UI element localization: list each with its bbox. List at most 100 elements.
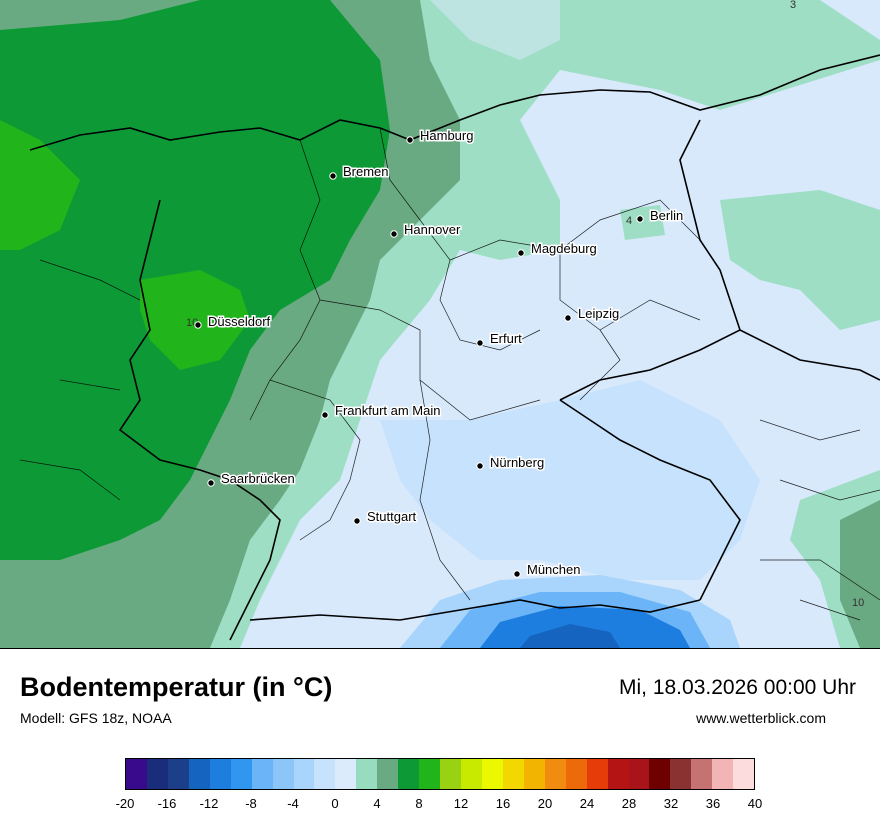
legend-swatch xyxy=(419,759,441,789)
legend-swatch xyxy=(712,759,734,789)
map-title: Bodentemperatur (in °C) xyxy=(20,672,333,702)
legend-tick-label: 40 xyxy=(747,796,763,811)
legend-swatch xyxy=(146,759,168,789)
color-legend xyxy=(125,758,755,790)
city-duesseldorf[interactable]: Düsseldorf xyxy=(194,313,272,331)
legend-tick-label: 16 xyxy=(495,796,511,811)
legend-swatch xyxy=(335,759,357,789)
city-frankfurt[interactable]: Frankfurt am Main xyxy=(321,402,442,420)
city-stuttgart[interactable]: Stuttgart xyxy=(353,508,418,526)
city-hannover[interactable]: Hannover xyxy=(390,221,463,239)
band-minus12-minus8 xyxy=(520,624,620,648)
legend-swatch xyxy=(209,759,231,789)
city-marker xyxy=(636,215,644,223)
city-marker xyxy=(207,479,215,487)
city-label: München xyxy=(527,562,580,577)
legend-swatch xyxy=(356,759,378,789)
forecast-datetime: Mi, 18.03.2026 00:00 Uhr xyxy=(619,676,856,699)
legend-tick-label: -8 xyxy=(245,796,257,811)
legend-swatch xyxy=(272,759,294,789)
temperature-map[interactable]: 3 4 10 10 Hamburg Bremen Hannover Berlin… xyxy=(0,0,880,649)
north-sea xyxy=(430,0,560,60)
city-muenchen[interactable]: München xyxy=(513,561,582,579)
city-marker xyxy=(513,570,521,578)
legend-swatch xyxy=(628,759,650,789)
city-marker xyxy=(194,321,202,329)
site-url[interactable]: www.wetterblick.com xyxy=(696,710,826,726)
band-0-2-south xyxy=(380,380,760,580)
legend-swatch xyxy=(293,759,315,789)
city-magdeburg[interactable]: Magdeburg xyxy=(517,240,598,258)
city-label: Berlin xyxy=(650,208,683,223)
city-label: Bremen xyxy=(343,164,389,179)
contour-label: 3 xyxy=(790,0,796,11)
city-berlin[interactable]: Berlin xyxy=(636,207,685,225)
city-label: Düsseldorf xyxy=(208,314,271,329)
berlin-warm-spot xyxy=(620,205,665,240)
legend-swatch xyxy=(649,759,671,789)
city-saarbruecken[interactable]: Saarbrücken xyxy=(207,470,296,488)
city-bremen[interactable]: Bremen xyxy=(329,163,390,181)
city-marker xyxy=(329,172,337,180)
legend-tick-label: 24 xyxy=(579,796,595,811)
city-label: Hamburg xyxy=(420,128,473,143)
city-leipzig[interactable]: Leipzig xyxy=(564,305,621,323)
city-marker xyxy=(321,411,329,419)
city-marker xyxy=(353,517,361,525)
legend-swatch xyxy=(230,759,252,789)
city-hamburg[interactable]: Hamburg xyxy=(406,127,475,145)
city-label: Magdeburg xyxy=(531,241,597,256)
legend-tick-label: 0 xyxy=(331,796,339,811)
legend-tick-label: -16 xyxy=(157,796,177,811)
legend-tick-label: -12 xyxy=(199,796,219,811)
contour-label: 10 xyxy=(852,597,864,609)
city-marker xyxy=(517,249,525,257)
state-borders xyxy=(19,127,880,621)
legend-tick-label: -20 xyxy=(115,796,135,811)
legend-ticks: -20 -16 -12 -8 -4 0 4 8 12 16 20 24 28 32 36 40 xyxy=(116,796,763,812)
city-nuernberg[interactable]: Nürnberg xyxy=(476,454,546,472)
legend-tick-label: 8 xyxy=(415,796,423,811)
city-label: Saarbrücken xyxy=(221,471,295,486)
legend-swatch xyxy=(251,759,273,789)
legend-swatch xyxy=(398,759,420,789)
band-8-10 xyxy=(0,120,250,370)
legend-tick-label: 12 xyxy=(453,796,469,811)
city-label: Frankfurt am Main xyxy=(335,403,440,418)
legend-swatch xyxy=(377,759,399,789)
legend-swatch xyxy=(523,759,545,789)
legend-tick-label: -4 xyxy=(287,796,299,811)
legend-tick-label: 20 xyxy=(537,796,553,811)
city-label: Erfurt xyxy=(490,331,522,346)
legend-swatch xyxy=(188,759,210,789)
legend-tick-label: 28 xyxy=(621,796,637,811)
city-marker xyxy=(406,136,414,144)
contour-label: 4 xyxy=(626,215,632,227)
legend-swatch xyxy=(607,759,629,789)
city-label: Leipzig xyxy=(578,306,619,321)
legend-swatch xyxy=(314,759,336,789)
legend-swatch xyxy=(440,759,461,789)
city-marker xyxy=(476,339,484,347)
legend-swatch xyxy=(586,759,608,789)
legend-tick-label: 36 xyxy=(705,796,721,811)
model-info: Modell: GFS 18z, NOAA xyxy=(20,710,172,726)
city-marker xyxy=(476,462,484,470)
legend-swatch xyxy=(733,759,755,789)
borders xyxy=(29,54,880,641)
legend-swatch xyxy=(481,759,503,789)
city-label: Nürnberg xyxy=(490,455,544,470)
legend-swatch xyxy=(502,759,524,789)
legend-tick-label: 32 xyxy=(663,796,679,811)
legend-swatch xyxy=(565,759,587,789)
city-label: Hannover xyxy=(404,222,461,237)
legend-swatch xyxy=(167,759,189,789)
legend-swatch xyxy=(691,759,713,789)
city-label: Stuttgart xyxy=(367,509,417,524)
legend-swatch xyxy=(544,759,566,789)
legend-swatch xyxy=(461,759,482,789)
legend-swatch xyxy=(670,759,692,789)
legend-swatch xyxy=(126,759,147,789)
city-erfurt[interactable]: Erfurt xyxy=(476,330,524,348)
legend-tick-label: 4 xyxy=(373,796,381,811)
